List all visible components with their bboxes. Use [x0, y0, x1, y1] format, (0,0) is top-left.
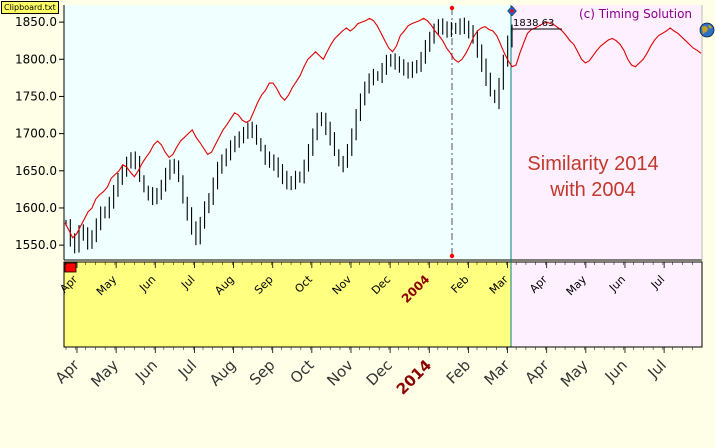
month-label: Mar: [481, 356, 514, 389]
y-tick-label: 1600.0: [15, 201, 57, 215]
year-marker-top-dot: [449, 5, 455, 11]
plot-area-projection: [511, 5, 702, 260]
month-label: Apr: [52, 356, 84, 388]
time-axis-top-projection: [511, 262, 702, 347]
month-label: Oct: [287, 356, 318, 387]
month-label: Jul: [644, 356, 670, 382]
clipboard-badge[interactable]: Clipboard.txt: [1, 1, 59, 14]
y-tick-label: 1700.0: [15, 127, 57, 141]
last-price-marker: [507, 5, 517, 17]
year-label: 2014: [393, 356, 435, 398]
y-tick-label: 1650.0: [15, 164, 57, 178]
price-bars: [65, 17, 513, 254]
month-label: Feb: [443, 356, 475, 388]
globe-icon[interactable]: [699, 22, 715, 38]
y-axis: 1850.0 1800.0 1750.0 1700.0 1650.0 1600.0 1550…: [15, 15, 64, 252]
y-tick-label: 1750.0: [15, 89, 57, 103]
y-tick-label: 1800.0: [15, 52, 57, 66]
month-label: Jul: [174, 356, 200, 382]
month-label: May: [87, 356, 122, 391]
annotation-line-2: with 2004: [549, 179, 636, 201]
projection-line: [64, 17, 702, 239]
last-price-label: 1838.63: [513, 18, 554, 29]
month-label: Dec: [363, 356, 396, 389]
month-label: Aug: [206, 356, 239, 389]
month-label: May: [557, 356, 592, 391]
scroll-marker[interactable]: [64, 262, 77, 273]
month-label: Apr: [521, 356, 553, 388]
time-axis-top-history: [64, 262, 511, 347]
copyright-text: (c) Timing Solution: [579, 7, 692, 21]
month-label: Jun: [601, 356, 631, 386]
month-label: Sep: [246, 356, 279, 389]
annotation-line-1: Similarity 2014: [527, 153, 658, 175]
year-marker-bottom-dot: [449, 253, 455, 259]
plot-area-history: [64, 5, 511, 260]
y-tick-label: 1550.0: [15, 238, 57, 252]
month-label: Nov: [323, 356, 357, 390]
month-label: Jun: [131, 356, 161, 386]
y-tick-label: 1850.0: [15, 15, 57, 29]
